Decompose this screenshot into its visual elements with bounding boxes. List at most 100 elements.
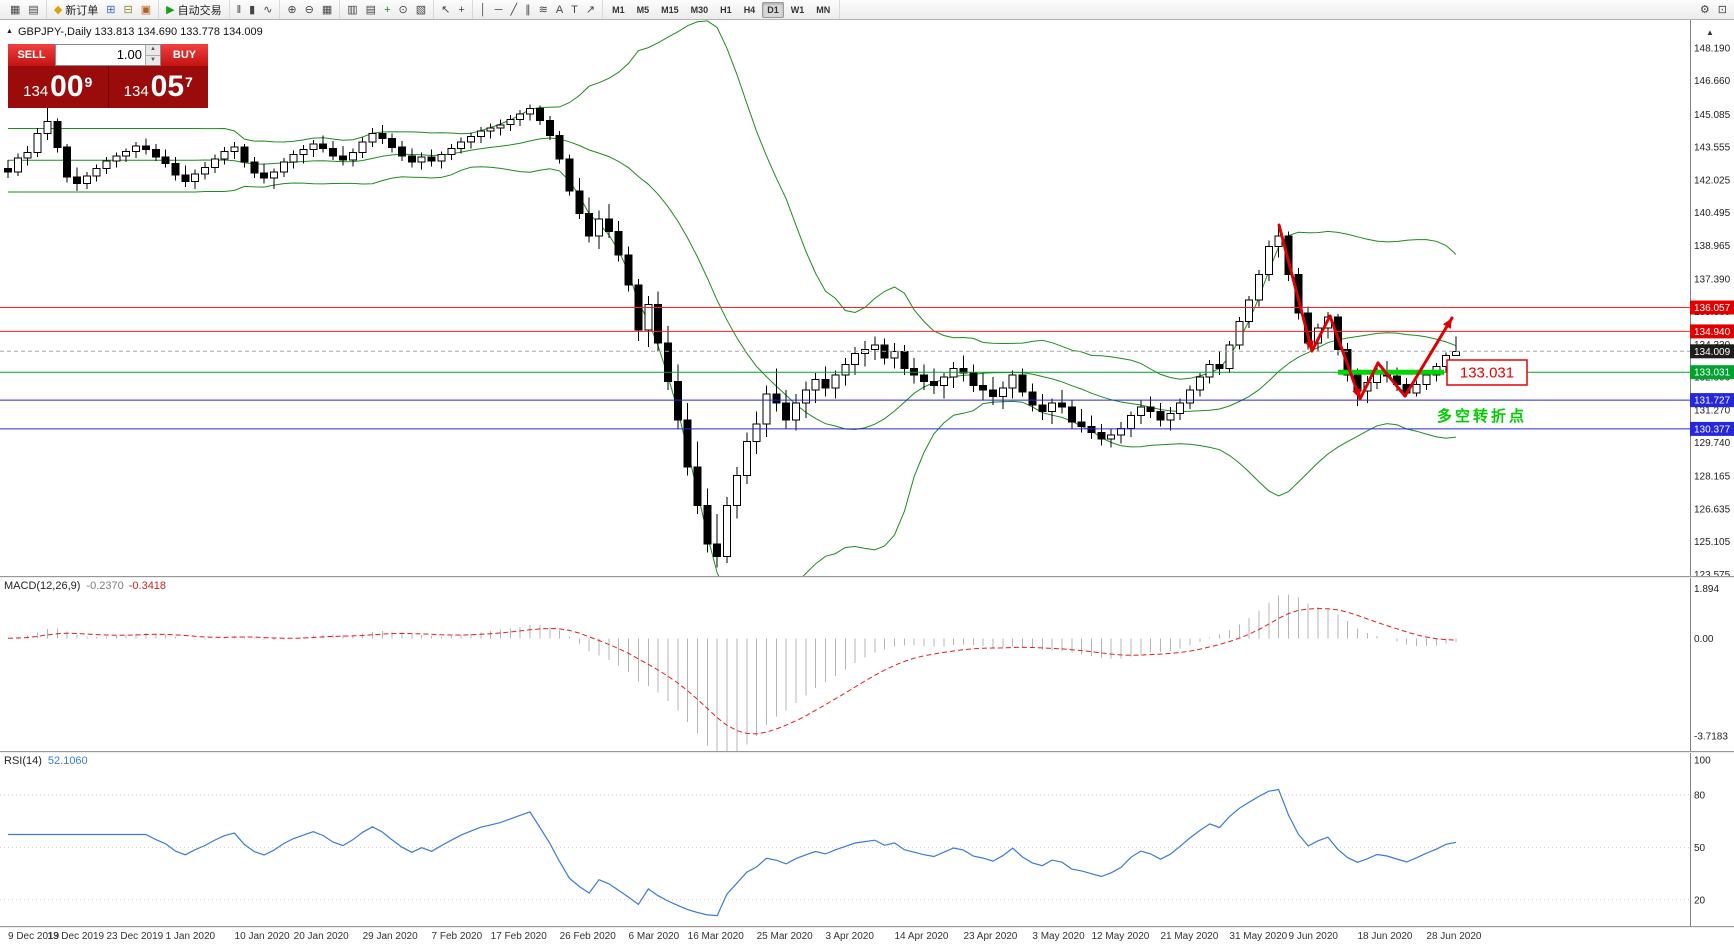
- macd-axis-label: 0.00: [1694, 634, 1714, 645]
- volume-down-icon[interactable]: ▼: [146, 54, 160, 65]
- vertical-line-icon[interactable]: │: [479, 3, 487, 16]
- navigator-icon[interactable]: ▣: [140, 3, 152, 16]
- time-label: 23 Dec 2019: [106, 931, 164, 942]
- timeframe-m15[interactable]: M15: [661, 4, 679, 15]
- symbol-info: ▲ GBPJPY-,Daily 133.813 134.690 133.778 1…: [6, 26, 263, 38]
- zoom-in-icon[interactable]: ⊕: [287, 3, 297, 16]
- tile-windows-icon[interactable]: ▦: [321, 3, 333, 16]
- bar-chart-icon[interactable]: ‖: [236, 3, 242, 16]
- time-label: 9 Dec 2019: [8, 931, 60, 942]
- line-chart-icon[interactable]: ∿: [263, 3, 273, 16]
- toolbar-right: ⚙ ⊡: [1696, 2, 1731, 18]
- toolbar-group-autotrading: ▶ 自动交易: [159, 0, 230, 19]
- price-label-box[interactable]: [1446, 359, 1528, 386]
- new-chart-icon[interactable]: ▦: [10, 3, 21, 16]
- trade-controls-row: SELL 1.00 ▲ ▼ BUY: [8, 44, 208, 66]
- time-label: 31 May 2020: [1229, 931, 1288, 942]
- main-price-chart[interactable]: 148.190 146.660 145.085 143.555 142.025 140.4…: [0, 20, 1734, 576]
- timeframe-w1[interactable]: W1: [790, 4, 805, 15]
- macd-panel[interactable]: 1.894 0.00 -3.7183: [0, 578, 1734, 751]
- indicator-list-icon[interactable]: ▥: [347, 3, 358, 16]
- buy-price-display[interactable]: 134 05 7: [107, 66, 209, 108]
- volume-value[interactable]: 1.00: [116, 47, 142, 62]
- macd-signal-line: [7, 608, 1457, 735]
- fullscreen-icon[interactable]: ⊡: [1717, 3, 1727, 16]
- candlestick-series: [4, 104, 1460, 568]
- rsi-panel[interactable]: 100 80 50 20: [0, 753, 1734, 926]
- time-axis[interactable]: 9 Dec 2019 13 Dec 2019 23 Dec 2019 1 Jan 20…: [0, 928, 1734, 948]
- trendline-icon[interactable]: ╱: [510, 3, 518, 16]
- timeframe-h1[interactable]: H1: [720, 4, 732, 15]
- gear-icon[interactable]: ⚙: [1699, 3, 1710, 16]
- time-label: 7 Feb 2020: [431, 931, 483, 942]
- zoom-out-icon[interactable]: ⊖: [304, 3, 314, 16]
- timeframe-d1[interactable]: D1: [762, 1, 784, 18]
- arrow-tool-icon[interactable]: ↗: [585, 3, 596, 16]
- price-axis-label: 145.085: [1694, 110, 1731, 121]
- volume-up-icon[interactable]: ▲: [146, 45, 160, 55]
- time-label: 10 Jan 2020: [234, 931, 290, 942]
- bollinger-lower-band: [8, 166, 1457, 576]
- price-axis-label: 129.740: [1694, 438, 1731, 449]
- candlestick-chart-icon[interactable]: ▮: [249, 3, 256, 16]
- autotrading-button[interactable]: ▶ 自动交易: [166, 3, 222, 17]
- time-label: 6 Mar 2020: [628, 931, 680, 942]
- one-click-trading-widget: SELL 1.00 ▲ ▼ BUY 134 00 9 134: [8, 44, 208, 108]
- rsi-axis-label: 50: [1694, 843, 1706, 854]
- macd-name: MACD(12,26,9): [4, 580, 81, 592]
- expand-arrow-icon[interactable]: ▲: [6, 28, 13, 35]
- sell-price-display[interactable]: 134 00 9: [8, 66, 108, 108]
- data-window-icon[interactable]: ⊟: [123, 3, 133, 16]
- time-label: 23 Apr 2020: [963, 931, 1018, 942]
- template-icon[interactable]: ▧: [415, 3, 427, 16]
- volume-input[interactable]: 1.00 ▲ ▼: [55, 44, 161, 66]
- price-axis-label: 140.495: [1694, 208, 1731, 219]
- label-icon[interactable]: T: [571, 3, 578, 16]
- new-order-button[interactable]: ◆ 新订单: [53, 3, 99, 17]
- axis-scroll-up-icon[interactable]: ▲: [1706, 28, 1714, 37]
- panel-separator[interactable]: [0, 751, 1734, 753]
- sell-button[interactable]: SELL: [8, 44, 55, 66]
- rsi-label: RSI(14) 52.1060: [4, 755, 88, 767]
- volume-spinner: ▲ ▼: [145, 45, 160, 65]
- horizontal-line-icon[interactable]: ─: [494, 3, 503, 16]
- price-axis-label: 126.635: [1694, 504, 1731, 515]
- crosshair-icon[interactable]: +: [458, 3, 465, 16]
- sell-price-sup: 9: [84, 74, 93, 90]
- buy-price-int: 134: [123, 83, 149, 100]
- buy-button[interactable]: BUY: [161, 44, 208, 66]
- rsi-axis-label: 100: [1694, 755, 1711, 766]
- market-watch-icon[interactable]: ⊞: [106, 3, 116, 16]
- macd-signal-value: -0.3418: [128, 580, 167, 592]
- time-label: 29 Jan 2020: [362, 931, 418, 942]
- text-icon[interactable]: A: [555, 3, 564, 16]
- timeframe-m1[interactable]: M1: [612, 4, 625, 15]
- price-axis[interactable]: 148.190 146.660 145.085 143.555 142.025 140.4…: [1690, 20, 1731, 576]
- price-axis-label: 125.105: [1694, 537, 1731, 548]
- auto-arrange-icon[interactable]: ▤: [365, 3, 377, 16]
- price-badge: 131.727: [1690, 393, 1734, 408]
- arrowhead-icon: [1443, 318, 1452, 329]
- fibonacci-icon[interactable]: ≋: [538, 3, 548, 16]
- add-indicator-icon[interactable]: +: [384, 3, 391, 16]
- rsi-value: 52.1060: [47, 755, 88, 767]
- timeframe-m5[interactable]: M5: [636, 4, 650, 15]
- timeframe-m30[interactable]: M30: [690, 4, 709, 15]
- cursor-icon[interactable]: ↖: [441, 3, 451, 16]
- timeframe-h4[interactable]: H4: [743, 4, 756, 15]
- price-label-text: 133.031: [1460, 365, 1514, 382]
- macd-axis-label: -3.7183: [1694, 731, 1728, 742]
- price-axis-label: 143.555: [1694, 143, 1731, 154]
- price-badge: 134.009: [1690, 344, 1734, 359]
- trend-arrows[interactable]: [1277, 223, 1454, 401]
- price-axis-label: 142.025: [1694, 175, 1731, 186]
- panel-separator[interactable]: [0, 576, 1734, 578]
- pivot-note-text[interactable]: 多空转折点: [1437, 407, 1527, 425]
- channel-icon[interactable]: ∥: [525, 3, 531, 16]
- timeframe-mn[interactable]: MN: [816, 4, 831, 15]
- chart-profiles-icon[interactable]: ▤: [28, 3, 39, 16]
- period-icon[interactable]: ⊙: [398, 3, 408, 16]
- panel-separator[interactable]: [0, 926, 1734, 928]
- chart-window[interactable]: 148.190 146.660 145.085 143.555 142.025 140.4…: [0, 20, 1734, 948]
